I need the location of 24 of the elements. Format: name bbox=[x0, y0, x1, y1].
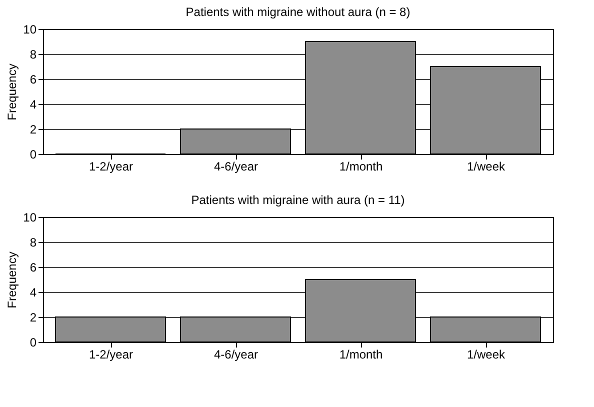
y-tick-label: 4 bbox=[30, 286, 37, 300]
y-axis-title: Frequency bbox=[5, 252, 20, 308]
y-tick-label: 8 bbox=[30, 48, 37, 62]
y-axis-title: Frequency bbox=[5, 64, 20, 120]
y-tick-label: 2 bbox=[30, 310, 37, 324]
y-tick-label: 8 bbox=[30, 236, 37, 250]
x-tick-label: 1/week bbox=[466, 160, 506, 174]
x-tick-label: 1/month bbox=[339, 160, 383, 174]
y-tick-label: 10 bbox=[23, 22, 37, 36]
y-tick-label: 6 bbox=[30, 260, 37, 274]
y-tick-label: 0 bbox=[30, 336, 37, 350]
y-tick-label: 0 bbox=[30, 148, 37, 162]
y-tick-label: 10 bbox=[23, 210, 37, 224]
y-tick-label: 4 bbox=[30, 98, 37, 112]
x-tick-label: 1/month bbox=[339, 348, 383, 362]
y-tick-label: 6 bbox=[30, 72, 37, 86]
x-tick-label: 1/week bbox=[466, 348, 506, 362]
x-tick-label: 1-2/year bbox=[88, 348, 134, 362]
y-tick-label: 2 bbox=[30, 122, 37, 136]
x-tick-label: 4-6/year bbox=[214, 348, 258, 362]
chart-title: Patients with migraine without aura (n = 8) bbox=[186, 5, 410, 19]
chart-title: Patients with migraine with aura (n = 11) bbox=[191, 193, 405, 207]
x-tick-label: 4-6/year bbox=[214, 160, 258, 174]
x-tick-label: 1-2/year bbox=[88, 160, 134, 174]
